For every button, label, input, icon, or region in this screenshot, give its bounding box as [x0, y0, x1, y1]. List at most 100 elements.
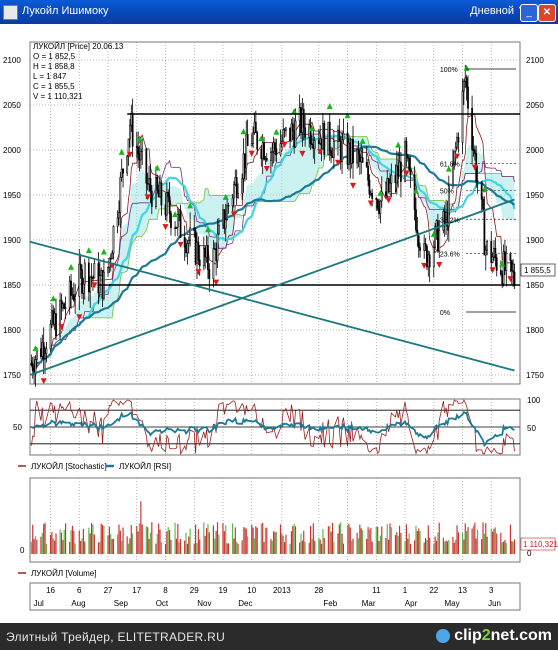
candle-body — [501, 273, 504, 285]
volume-bar — [151, 522, 153, 554]
candle-body — [119, 177, 122, 213]
volume-bar — [225, 525, 227, 554]
down-fractal-marker — [299, 150, 306, 157]
candle-body — [361, 157, 364, 163]
candle-body — [51, 310, 53, 325]
candle-body — [386, 178, 389, 197]
price-tick-left: 1950 — [3, 191, 21, 200]
price-tick-left: 2000 — [3, 146, 21, 155]
volume-bar — [333, 541, 335, 554]
volume-bar — [136, 525, 138, 554]
volume-bar — [466, 531, 468, 554]
volume-bar — [178, 542, 180, 554]
candle-body — [319, 138, 322, 144]
volume-bar — [471, 528, 473, 554]
candle-body — [234, 177, 237, 186]
down-fractal-marker — [144, 194, 151, 201]
up-fractal-marker — [187, 202, 194, 209]
candle-body — [400, 161, 402, 182]
candle-body — [482, 198, 484, 210]
candle-body — [338, 129, 341, 142]
volume-bar — [185, 532, 187, 554]
month-tick-label: Apr — [405, 599, 418, 608]
candle-body — [90, 276, 93, 279]
footer-caption: Элитный Трейдер, ELITETRADER.RU — [6, 630, 226, 644]
volume-bar — [438, 522, 440, 554]
up-fractal-marker — [32, 345, 39, 352]
volume-bar — [452, 537, 454, 554]
volume-bar — [147, 527, 149, 554]
volume-bar — [60, 532, 63, 554]
volume-bar — [156, 533, 158, 554]
volume-bar — [141, 524, 143, 554]
volume-bar — [30, 541, 32, 554]
volume-bar — [367, 526, 369, 554]
volume-bar — [414, 540, 416, 554]
candle-body — [233, 184, 235, 199]
candle-body — [513, 271, 516, 286]
candle-body — [428, 254, 431, 268]
candle-body — [291, 123, 294, 132]
down-fractal-marker — [507, 276, 514, 283]
volume-bar — [426, 540, 428, 554]
price-tick-right: 1750 — [526, 371, 544, 380]
volume-bar — [424, 538, 427, 554]
volume-bar — [271, 540, 273, 554]
title-bar[interactable]: Лукойл Ишимоку Дневной ▼ _ ✕ — [0, 0, 558, 24]
volume-bar — [71, 525, 74, 554]
candle-body — [434, 226, 437, 248]
candle-body — [250, 143, 253, 146]
candle-body — [436, 220, 439, 252]
candle-body — [176, 214, 179, 228]
volume-bar — [349, 527, 351, 554]
candle-body — [40, 348, 42, 357]
candle-body — [164, 204, 167, 216]
month-tick-label: Mar — [362, 599, 376, 608]
down-fractal-marker — [230, 211, 237, 218]
volume-bar — [236, 541, 238, 554]
down-fractal-marker — [162, 224, 169, 231]
up-fractal-marker — [240, 128, 247, 135]
candle-body — [198, 259, 201, 267]
candle-body — [216, 233, 219, 262]
candle-body — [274, 142, 276, 149]
candle-body — [486, 240, 489, 251]
volume-bar — [389, 523, 391, 554]
volume-bar — [388, 539, 390, 554]
volume-bar — [166, 531, 168, 554]
volume-bar — [49, 534, 52, 554]
volume-bar — [293, 524, 295, 554]
down-fractal-marker — [213, 279, 220, 286]
candle-body — [131, 112, 134, 147]
oscillator-series: 50 100 50 — [13, 396, 541, 456]
volume-bar — [400, 532, 402, 554]
up-fractal-marker — [395, 141, 402, 148]
volume-bar — [308, 542, 310, 554]
minimize-button[interactable]: _ — [520, 4, 538, 22]
candle-body — [146, 183, 149, 185]
candle-body — [457, 136, 460, 143]
logo-icon — [436, 629, 451, 643]
candle-body — [453, 150, 456, 165]
candle-body — [389, 182, 391, 192]
candle-body — [204, 247, 207, 258]
volume-bar — [327, 526, 329, 554]
volume-bar — [118, 524, 120, 554]
volume-value: V = 1 110,321 — [33, 92, 83, 101]
volume-bar — [314, 540, 316, 554]
candle-body — [30, 363, 33, 365]
candle-body — [174, 227, 176, 229]
volume-bar — [36, 539, 38, 554]
up-fractal-marker — [445, 165, 452, 172]
last-price-label: 1 855,5 — [524, 266, 551, 275]
candle-body — [509, 253, 512, 261]
volume-bar — [188, 536, 190, 554]
volume-bar — [130, 524, 132, 554]
volume-bar — [108, 526, 110, 554]
volume-bar — [255, 526, 257, 554]
period-selector[interactable]: Дневной — [470, 5, 514, 17]
close-button[interactable]: ✕ — [538, 4, 556, 22]
volume-bar — [275, 531, 277, 554]
down-fractal-marker — [177, 241, 184, 248]
candle-body — [416, 229, 419, 237]
